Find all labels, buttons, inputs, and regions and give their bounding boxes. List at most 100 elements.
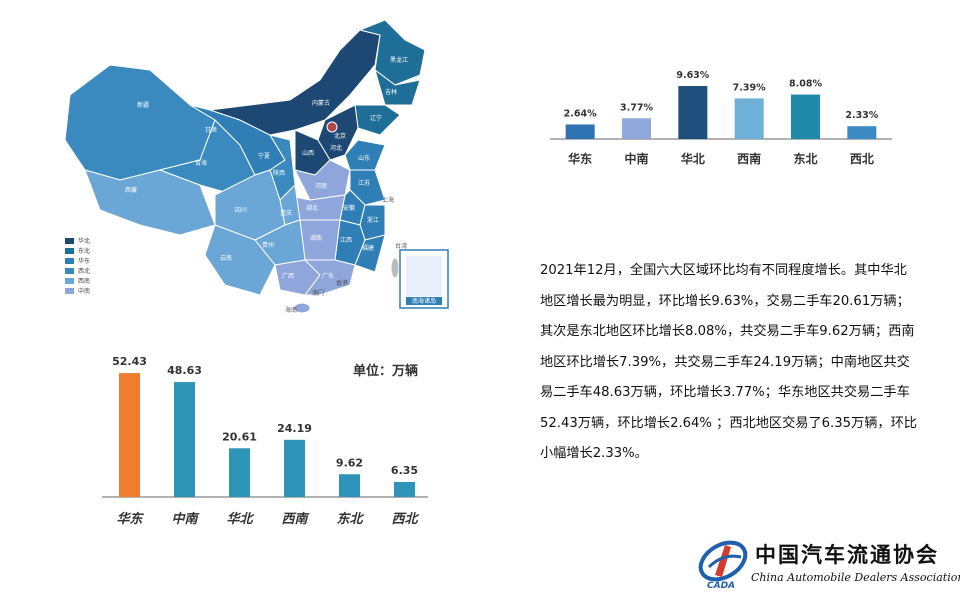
unit-label: 单位：万辆 [353,364,419,379]
data-label: 7.39% [733,82,766,93]
svg-text:云南: 云南 [220,254,232,262]
bar [229,448,250,497]
svg-text:浙江: 浙江 [367,216,379,224]
legend-swatch [65,237,74,244]
svg-text:四川: 四川 [235,207,247,214]
svg-text:江苏: 江苏 [358,179,370,187]
data-label: 9.63% [676,70,709,81]
svg-text:湖南: 湖南 [310,234,322,242]
tick-label: 华东 [568,151,592,166]
inset-label: 南海诸岛 [412,297,436,305]
region-taiwan [390,257,400,279]
bar [791,94,820,139]
svg-text:北京: 北京 [334,132,346,140]
svg-text:上海: 上海 [382,196,394,204]
bar [847,126,877,139]
svg-text:贵州: 贵州 [262,241,274,249]
svg-text:澳门: 澳门 [312,289,324,297]
legend-label: 华东 [78,258,91,265]
bar [678,86,708,139]
svg-text:重庆: 重庆 [280,209,292,217]
bar [394,481,415,497]
data-label: 9.62 [336,456,363,469]
bar [734,98,764,139]
svg-text:吉林: 吉林 [385,88,397,96]
bar [174,382,195,497]
tick-label: 中南 [624,151,648,166]
tick-label: 西北 [391,512,419,527]
svg-text:广东: 广东 [322,272,334,280]
svg-text:内蒙古: 内蒙古 [312,99,330,107]
svg-text:宁夏: 宁夏 [258,152,270,160]
data-label: 52.43 [112,355,147,368]
data-label: 6.35 [391,464,418,477]
bar [119,373,140,497]
volume-bar-chart: 52.43 华东 48.63 中南 20.61 华北 24.19 西南 9.62 东北 6.35 西北 [102,355,428,527]
legend-item: 华北 [65,236,90,245]
bar [565,124,595,139]
legend-item: 西北 [65,266,90,275]
legend-item: 中南 [65,286,90,295]
svg-text:西藏: 西藏 [125,186,137,194]
region-yunnan [204,224,276,296]
data-label: 3.77% [620,102,653,113]
tick-label: 西南 [281,511,309,527]
legend-item: 华东 [65,256,90,265]
region-shandong [344,139,386,171]
svg-text:河北: 河北 [330,144,342,152]
data-label: 20.61 [222,430,257,443]
legend-label: 华北 [78,238,91,245]
logo-name-cn: 中国汽车流通协会 [755,542,939,567]
svg-text:甘肃: 甘肃 [205,126,217,134]
region-jiangsu [349,169,386,206]
svg-text:山东: 山东 [358,154,370,162]
region-beijing [326,121,338,133]
svg-text:辽宁: 辽宁 [370,114,382,122]
svg-text:湖北: 湖北 [306,204,318,212]
tick-label: 东北 [336,511,364,527]
tick-label: 西南 [737,151,761,166]
map-graphic: 南海诸岛 新疆 西藏 青海 甘肃 内蒙古 黑龙江 吉林 辽宁 北京 河北 山西 … [64,19,449,314]
svg-text:香港: 香港 [336,279,348,287]
svg-text:山西: 山西 [302,149,314,157]
logo-name-en: China Automobile Dealers Association [751,571,960,584]
legend-label: 西南 [78,278,91,285]
tick-label: 华东 [116,511,144,527]
legend-swatch [65,257,74,264]
legend-swatch [65,247,74,254]
tick-label: 华北 [226,511,254,527]
bar [339,474,360,497]
svg-text:海南: 海南 [285,306,297,314]
province-labels: 新疆 西藏 青海 甘肃 内蒙古 黑龙江 吉林 辽宁 北京 河北 山西 山东 陕西… [125,56,408,314]
svg-text:青海: 青海 [195,159,207,167]
region-heilongjiang [358,19,426,86]
region-jilin [374,68,421,106]
legend-swatch [65,277,74,284]
svg-text:黑龙江: 黑龙江 [390,56,408,64]
svg-text:陕西: 陕西 [273,169,285,177]
tick-label: 西北 [850,151,874,166]
summary-text: 2021年12月，全国六大区域环比均有不同程度增长。其中华北地区增长最为明显，环… [540,263,917,461]
legend-swatch [65,287,74,294]
region-fujian [354,234,386,273]
cada-emblem-icon [698,540,748,582]
data-label: 2.64% [564,108,597,119]
data-label: 8.08% [789,79,822,90]
svg-text:河南: 河南 [315,182,327,190]
data-label: 24.19 [277,422,312,435]
tick-label: 东北 [793,151,817,166]
legend-label: 中南 [78,288,91,295]
svg-text:台湾: 台湾 [395,242,407,250]
region-hainan [293,302,311,314]
logo-abbreviation: CADA [707,581,736,591]
data-label: 48.63 [167,364,202,377]
legend-label: 西北 [78,268,91,275]
bar [622,118,651,139]
legend-label: 东北 [78,248,91,255]
svg-text:福建: 福建 [362,244,374,252]
growth-bar-chart: 2.64% 华东 3.77% 中南 9.63% 华北 7.39% 西南 8.08% 东北 2.33%… [550,70,892,166]
region-guangdong [303,259,356,296]
data-label: 2.33% [845,110,878,121]
china-region-map: 南海诸岛 新疆 西藏 青海 甘肃 内蒙古 黑龙江 吉林 辽宁 北京 河北 山西 … [40,10,460,320]
legend-swatch [65,267,74,274]
